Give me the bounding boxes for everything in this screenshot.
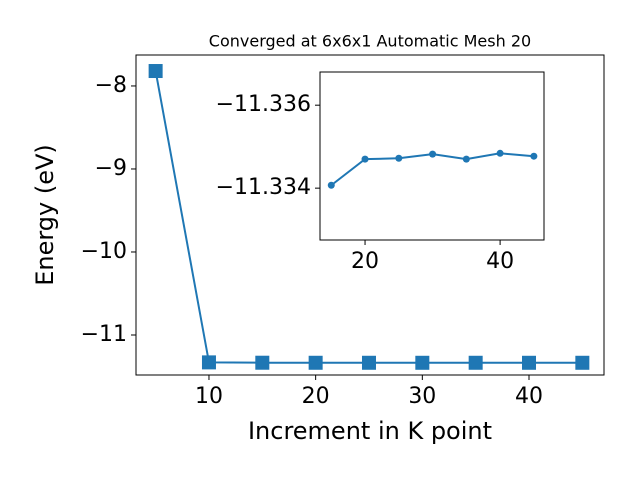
marker — [308, 355, 323, 370]
chart-title: Converged at 6x6x1 Automatic Mesh 20 — [209, 32, 531, 51]
x-tick-label: 20 — [302, 384, 330, 409]
y-tick-label: −8 — [95, 73, 127, 98]
marker — [361, 355, 376, 370]
marker — [201, 355, 216, 370]
marker — [327, 181, 335, 189]
x-tick-label: 30 — [408, 384, 436, 409]
x-tick-label: 40 — [515, 384, 543, 409]
marker — [148, 64, 163, 79]
marker — [415, 355, 430, 370]
marker — [361, 155, 369, 163]
x-axis-label: Increment in K point — [248, 417, 492, 445]
marker — [496, 149, 504, 157]
y-tick-label: −11.336 — [216, 92, 311, 117]
marker — [468, 355, 483, 370]
marker — [255, 355, 270, 370]
y-axis-label: Energy (eV) — [31, 144, 59, 286]
marker — [395, 154, 403, 162]
marker — [462, 155, 470, 163]
y-tick-label: −11.334 — [216, 175, 311, 200]
y-tick-label: −11 — [81, 322, 127, 347]
marker — [429, 150, 437, 158]
x-tick-label: 20 — [351, 249, 379, 274]
y-tick-label: −9 — [95, 156, 127, 181]
x-tick-label: 10 — [195, 384, 223, 409]
y-tick-label: −10 — [81, 239, 127, 264]
marker — [522, 355, 537, 370]
x-tick-label: 40 — [486, 249, 514, 274]
marker — [530, 152, 538, 160]
marker — [575, 355, 590, 370]
